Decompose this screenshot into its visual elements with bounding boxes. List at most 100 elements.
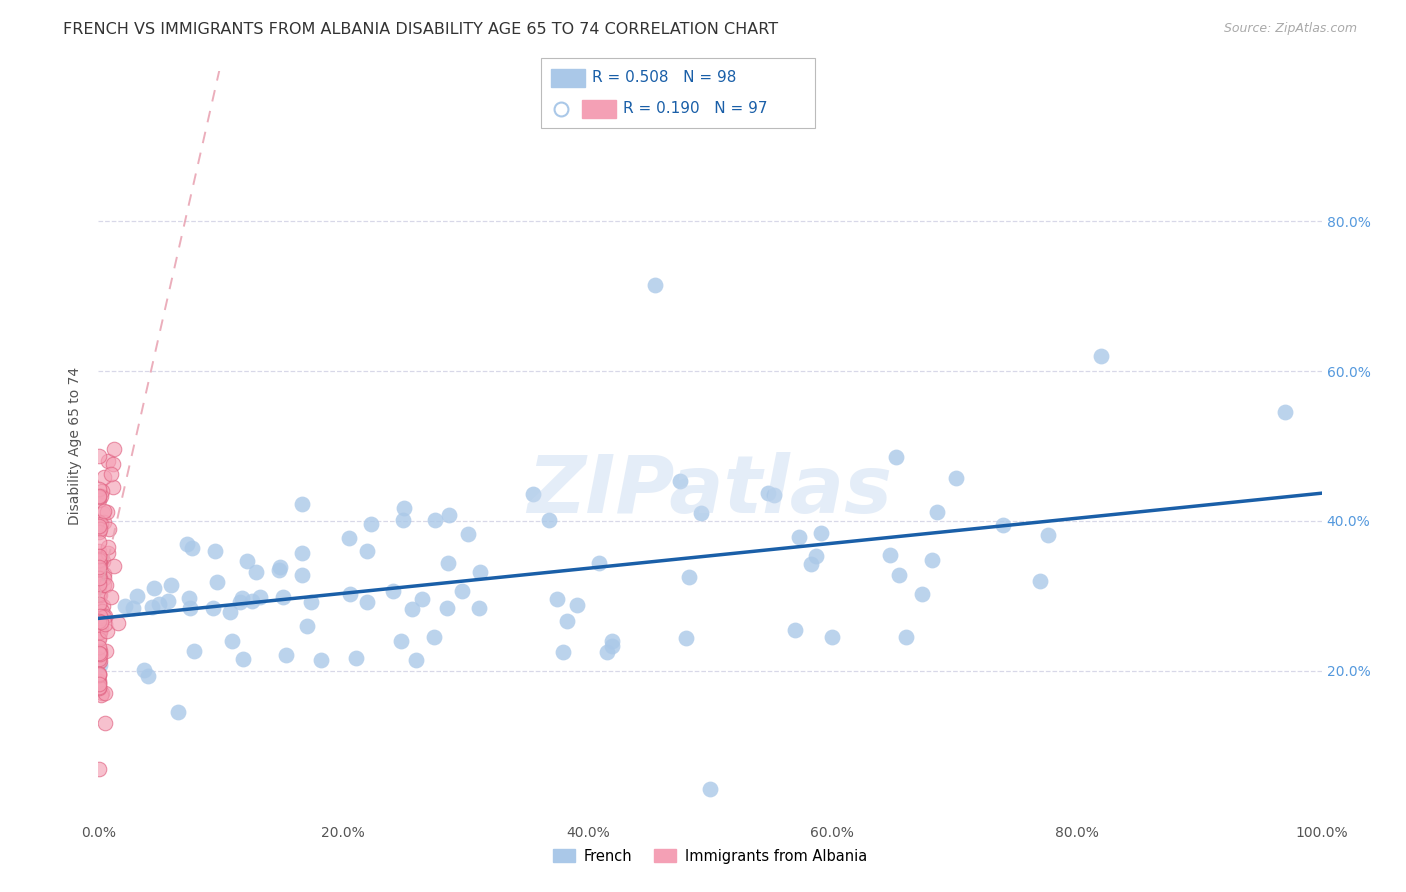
Point xyxy=(87,667,110,681)
Point xyxy=(93,566,115,581)
Point xyxy=(553,645,575,659)
Point xyxy=(90,604,112,618)
Point xyxy=(87,490,110,504)
Point xyxy=(94,577,117,591)
Point xyxy=(87,630,110,644)
Point xyxy=(690,506,713,520)
Point xyxy=(804,549,827,563)
Point xyxy=(136,668,159,682)
Point xyxy=(538,513,561,527)
Point xyxy=(450,584,472,599)
Point xyxy=(93,610,115,624)
Point xyxy=(87,449,110,463)
Point xyxy=(87,574,110,589)
Point xyxy=(127,589,149,603)
Point xyxy=(87,667,110,681)
Point xyxy=(879,549,901,563)
Point xyxy=(468,565,491,579)
Point xyxy=(644,277,666,292)
Point xyxy=(89,644,111,658)
Point xyxy=(141,600,163,615)
Point xyxy=(87,762,110,776)
Point xyxy=(1036,528,1059,542)
Point xyxy=(89,657,111,672)
Point xyxy=(114,599,136,613)
Point xyxy=(89,571,111,585)
Point xyxy=(249,590,271,604)
Point xyxy=(291,497,314,511)
Point xyxy=(94,609,117,624)
Point xyxy=(291,545,314,559)
Point xyxy=(87,489,110,503)
Point xyxy=(886,450,908,464)
Point xyxy=(756,486,779,500)
Point xyxy=(783,623,806,637)
Point xyxy=(231,591,253,606)
Point xyxy=(219,605,242,619)
Point xyxy=(87,549,110,563)
Point xyxy=(89,552,111,566)
Point xyxy=(94,617,117,632)
Point xyxy=(87,666,110,681)
Text: ZIPatlas: ZIPatlas xyxy=(527,452,893,530)
Point xyxy=(93,716,115,731)
Point xyxy=(87,677,110,691)
Point xyxy=(100,590,122,604)
Point xyxy=(267,563,290,577)
Point xyxy=(887,567,910,582)
Point xyxy=(87,654,110,668)
Point xyxy=(91,507,114,521)
Point xyxy=(437,508,460,523)
Point xyxy=(96,644,118,658)
Point xyxy=(89,550,111,565)
Point xyxy=(179,591,201,605)
Point xyxy=(273,591,295,605)
Point xyxy=(1090,349,1112,363)
Text: Source: ZipAtlas.com: Source: ZipAtlas.com xyxy=(1223,22,1357,36)
Point xyxy=(87,524,110,539)
Point xyxy=(87,580,110,594)
Point xyxy=(100,467,122,481)
Point xyxy=(87,516,110,530)
Point xyxy=(89,522,111,536)
Point xyxy=(103,442,125,456)
Point xyxy=(87,614,110,628)
Point xyxy=(269,559,291,574)
Point xyxy=(90,688,112,702)
Point xyxy=(179,600,201,615)
Point xyxy=(107,615,129,630)
Point xyxy=(183,644,205,658)
Point xyxy=(245,565,267,579)
Point xyxy=(565,598,588,612)
Point xyxy=(339,587,361,601)
Point xyxy=(89,554,111,568)
Point xyxy=(89,556,111,570)
Point xyxy=(945,471,967,485)
Point xyxy=(93,571,115,585)
Point xyxy=(236,554,259,568)
Point xyxy=(894,630,917,644)
Point xyxy=(87,565,110,579)
Point xyxy=(763,488,786,502)
Point xyxy=(240,594,263,608)
Point xyxy=(98,522,121,536)
Point xyxy=(202,601,225,615)
Point xyxy=(143,581,166,595)
Point xyxy=(101,457,124,471)
Point xyxy=(93,578,115,592)
Point xyxy=(550,102,572,116)
Point xyxy=(91,554,114,568)
Point xyxy=(921,553,943,567)
Point xyxy=(411,591,433,606)
Point xyxy=(87,549,110,563)
Point xyxy=(89,648,111,663)
Point xyxy=(148,597,170,611)
Point xyxy=(96,624,118,639)
Point xyxy=(360,516,382,531)
Point xyxy=(392,513,415,527)
Point xyxy=(787,530,810,544)
Point xyxy=(309,653,332,667)
Point xyxy=(87,482,110,496)
Point xyxy=(87,562,110,576)
Text: R = 0.190   N = 97: R = 0.190 N = 97 xyxy=(623,102,768,116)
